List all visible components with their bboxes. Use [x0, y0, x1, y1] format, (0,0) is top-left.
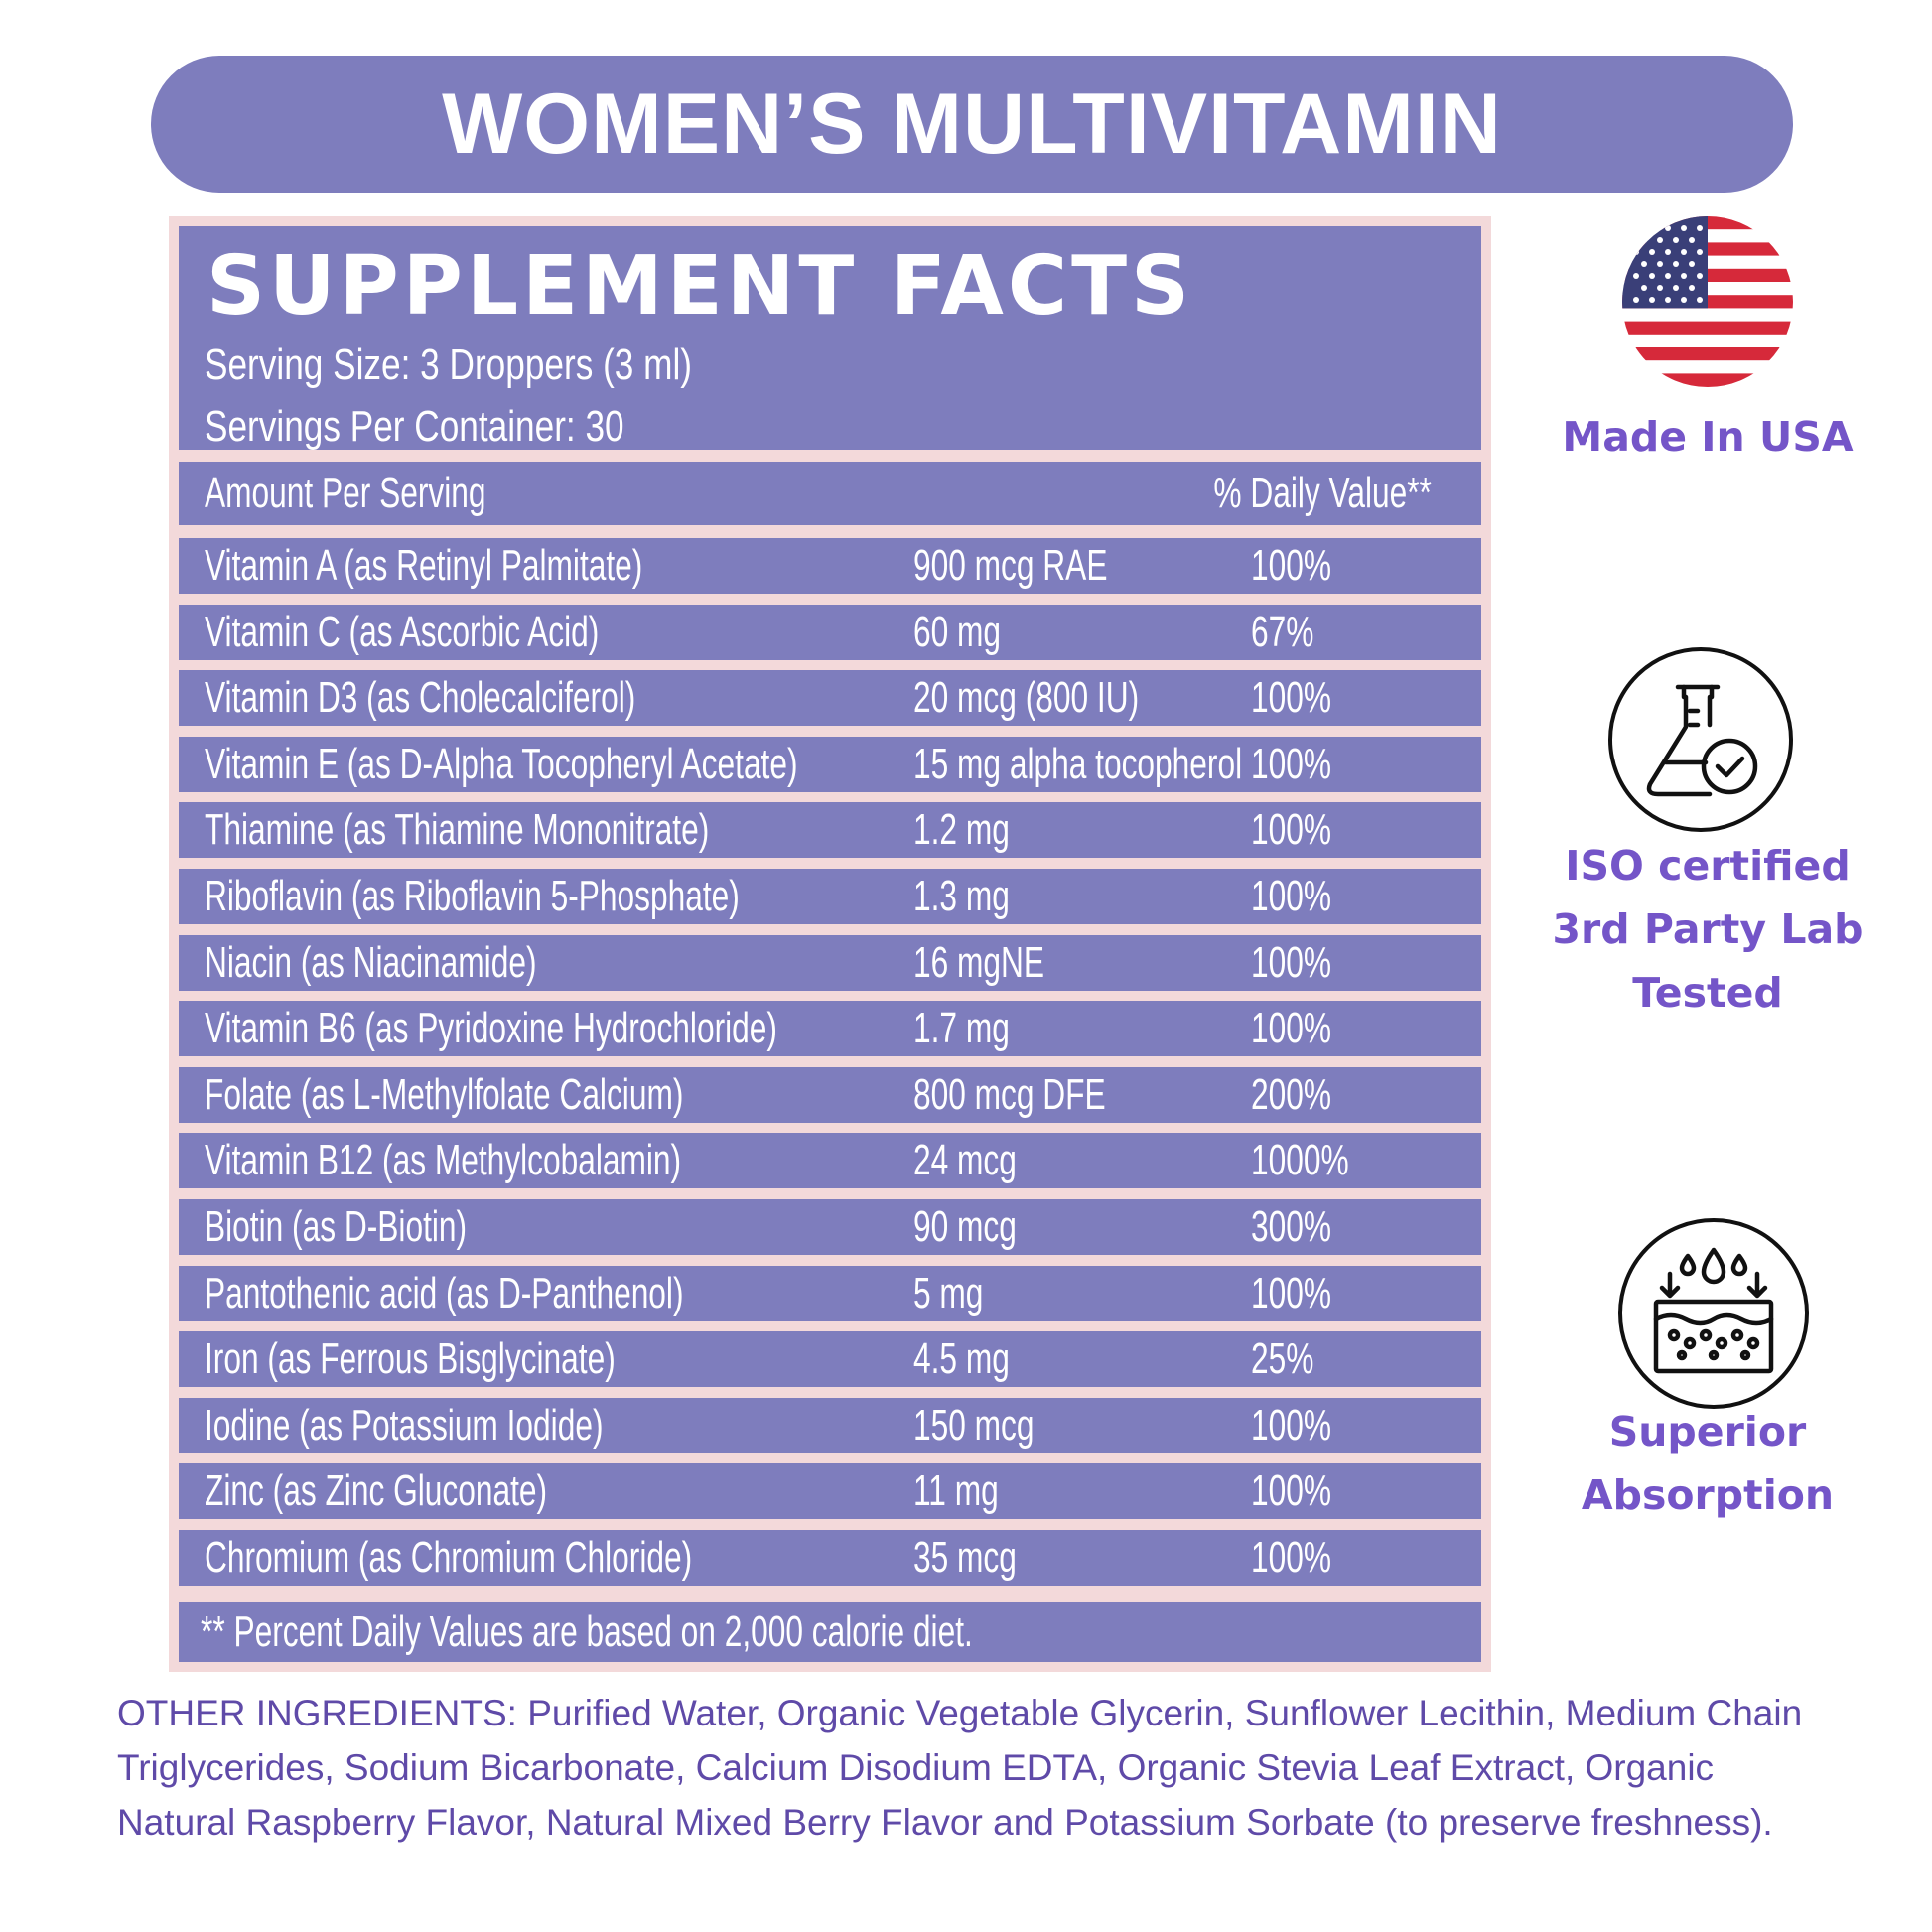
- nutrient-amount: 16 mgNE: [913, 937, 1045, 987]
- supplement-facts-panel: SUPPLEMENT FACTS Serving Size: 3 Dropper…: [169, 216, 1491, 1672]
- iso-certified-label: ISO certified 3rd Party Lab Tested: [1552, 842, 1863, 1017]
- nutrient-daily-value: 100%: [1251, 541, 1332, 590]
- nutrient-name: Vitamin E (as D-Alpha Tocopheryl Acetate…: [205, 739, 798, 788]
- nutrient-daily-value: 100%: [1251, 673, 1332, 723]
- nutrient-name: Vitamin C (as Ascorbic Acid): [205, 607, 600, 656]
- nutrient-name: Vitamin A (as Retinyl Palmitate): [205, 541, 643, 590]
- nutrient-daily-value: 100%: [1251, 1400, 1332, 1449]
- nutrient-name: Biotin (as D-Biotin): [205, 1202, 468, 1251]
- amount-header-row: Amount Per Serving % Daily Value**: [179, 462, 1481, 525]
- nutrient-daily-value: 100%: [1251, 872, 1332, 920]
- nutrient-daily-value: 25%: [1251, 1334, 1314, 1384]
- nutrient-row: Vitamin A (as Retinyl Palmitate) 900 mcg …: [179, 538, 1481, 594]
- nutrient-name: Vitamin B12 (as Methylcobalamin): [205, 1136, 682, 1185]
- nutrient-daily-value: 300%: [1251, 1202, 1332, 1251]
- nutrient-row: Folate (as L-Methylfolate Calcium) 800 mc…: [179, 1066, 1481, 1123]
- nutrient-daily-value: 200%: [1251, 1069, 1332, 1119]
- amount-per-serving-label: Amount Per Serving: [205, 469, 486, 517]
- nutrient-row: Vitamin D3 (as Cholecalciferol) 20 mcg (8…: [179, 670, 1481, 727]
- nutrient-amount: 35 mcg: [913, 1533, 1017, 1582]
- nutrient-amount: 90 mcg: [913, 1202, 1017, 1251]
- nutrient-row: Niacin (as Niacinamide) 16 mgNE 100%: [179, 934, 1481, 991]
- nutrient-amount: 60 mg: [913, 607, 1002, 656]
- nutrient-daily-value: 100%: [1251, 937, 1332, 987]
- nutrient-daily-value: 1000%: [1251, 1136, 1349, 1185]
- nutrient-row: Chromium (as Chromium Chloride) 35 mcg 100…: [179, 1530, 1481, 1586]
- nutrient-daily-value: 100%: [1251, 805, 1332, 855]
- nutrient-name: Vitamin D3 (as Cholecalciferol): [205, 673, 636, 723]
- nutrient-row: Zinc (as Zinc Gluconate) 11 mg 100%: [179, 1463, 1481, 1520]
- nutrient-amount: 1.3 mg: [913, 872, 1010, 920]
- nutrient-amount: 11 mg: [913, 1466, 999, 1516]
- nutrient-amount: 1.2 mg: [913, 805, 1010, 855]
- nutrient-row: Riboflavin (as Riboflavin 5-Phosphate) 1.…: [179, 869, 1481, 924]
- daily-value-label: % Daily Value**: [1213, 469, 1432, 517]
- superior-absorption-label: Superior Absorption: [1581, 1408, 1835, 1519]
- nutrient-name: Vitamin B6 (as Pyridoxine Hydrochloride): [205, 1004, 777, 1053]
- nutrient-amount: 150 mcg: [913, 1400, 1035, 1449]
- nutrient-name: Iodine (as Potassium Iodide): [205, 1400, 604, 1449]
- servings-per-container: Servings Per Container: 30: [205, 402, 624, 451]
- other-ingredients: OTHER INGREDIENTS: Purified Water, Organ…: [117, 1693, 1803, 1843]
- nutrient-amount: 5 mg: [913, 1268, 984, 1317]
- nutrient-amount: 15 mg alpha tocopherol: [913, 739, 1243, 788]
- nutrient-daily-value: 100%: [1251, 739, 1332, 788]
- nutrient-amount: 800 mcg DFE: [913, 1069, 1106, 1119]
- usa-flag-icon: [1622, 216, 1793, 392]
- nutrient-row: Vitamin C (as Ascorbic Acid) 60 mg 67%: [179, 604, 1481, 660]
- nutrient-daily-value: 100%: [1251, 1268, 1332, 1317]
- nutrient-daily-value: 100%: [1251, 1004, 1332, 1053]
- lab-flask-check-icon: [1606, 645, 1795, 839]
- nutrient-row: Vitamin B12 (as Methylcobalamin) 24 mcg 10…: [179, 1133, 1481, 1189]
- nutrient-name: Riboflavin (as Riboflavin 5-Phosphate): [205, 872, 740, 920]
- product-title: WOMEN’S MULTIVITAMIN: [442, 76, 1502, 172]
- nutrient-row: Iodine (as Potassium Iodide) 150 mcg 100%: [179, 1397, 1481, 1453]
- made-in-usa-label: Made In USA: [1562, 413, 1854, 461]
- nutrient-row: Biotin (as D-Biotin) 90 mcg 300%: [179, 1199, 1481, 1255]
- nutrient-amount: 900 mcg RAE: [913, 541, 1108, 590]
- nutrient-name: Zinc (as Zinc Gluconate): [205, 1466, 548, 1516]
- nutrient-amount: 20 mcg (800 IU): [913, 673, 1140, 723]
- nutrient-name: Iron (as Ferrous Bisglycinate): [205, 1334, 616, 1384]
- supplement-facts-title: SUPPLEMENT FACTS: [207, 239, 1194, 334]
- nutrient-row: Vitamin B6 (as Pyridoxine Hydrochloride)…: [179, 1001, 1481, 1057]
- nutrient-row: Pantothenic acid (as D-Panthenol) 5 mg 100…: [179, 1265, 1481, 1321]
- nutrient-row: Iron (as Ferrous Bisglycinate) 4.5 mg 25%: [179, 1331, 1481, 1388]
- nutrient-daily-value: 100%: [1251, 1466, 1332, 1516]
- nutrient-amount: 4.5 mg: [913, 1334, 1010, 1384]
- skin-absorption-icon: [1616, 1216, 1811, 1416]
- product-title-banner: WOMEN’S MULTIVITAMIN: [151, 56, 1793, 193]
- nutrient-name: Folate (as L-Methylfolate Calcium): [205, 1069, 684, 1119]
- daily-value-footnote: ** Percent Daily Values are based on 2,0…: [201, 1607, 973, 1656]
- serving-size: Serving Size: 3 Droppers (3 ml): [205, 341, 693, 389]
- footnote-row: ** Percent Daily Values are based on 2,0…: [179, 1602, 1481, 1662]
- nutrient-name: Pantothenic acid (as D-Panthenol): [205, 1268, 684, 1317]
- nutrient-row: Vitamin E (as D-Alpha Tocopheryl Acetate…: [179, 736, 1481, 792]
- nutrient-name: Chromium (as Chromium Chloride): [205, 1533, 693, 1582]
- nutrient-daily-value: 100%: [1251, 1533, 1332, 1582]
- nutrient-daily-value: 67%: [1251, 607, 1314, 656]
- nutrient-name: Niacin (as Niacinamide): [205, 937, 537, 987]
- nutrient-row: Thiamine (as Thiamine Mononitrate) 1.2 mg…: [179, 802, 1481, 859]
- nutrient-amount: 24 mcg: [913, 1136, 1017, 1185]
- nutrient-amount: 1.7 mg: [913, 1004, 1010, 1053]
- nutrient-name: Thiamine (as Thiamine Mononitrate): [205, 805, 710, 855]
- supplement-facts-header: SUPPLEMENT FACTS Serving Size: 3 Dropper…: [179, 226, 1481, 450]
